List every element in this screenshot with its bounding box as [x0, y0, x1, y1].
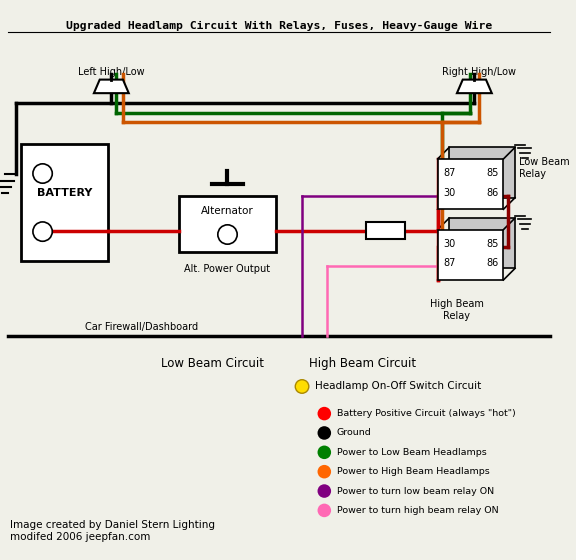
- Text: Car Firewall/Dashboard: Car Firewall/Dashboard: [85, 322, 198, 332]
- Text: Right High/Low: Right High/Low: [442, 67, 516, 77]
- Text: Alt. Power Output: Alt. Power Output: [184, 264, 271, 274]
- Text: 85: 85: [486, 239, 498, 249]
- Text: 86: 86: [486, 188, 498, 198]
- Text: Battery Positive Circuit (always "hot"): Battery Positive Circuit (always "hot"): [337, 409, 516, 418]
- Text: Image created by Daniel Stern Lighting
modifed 2006 jeepfan.com: Image created by Daniel Stern Lighting m…: [10, 520, 215, 542]
- Text: High Beam
Relay: High Beam Relay: [430, 300, 484, 321]
- FancyBboxPatch shape: [438, 159, 503, 209]
- Circle shape: [33, 164, 52, 183]
- FancyBboxPatch shape: [21, 144, 108, 260]
- Text: Power to turn low beam relay ON: Power to turn low beam relay ON: [337, 487, 494, 496]
- Text: 87: 87: [444, 259, 456, 268]
- FancyBboxPatch shape: [449, 147, 515, 198]
- Text: High Beam Circuit: High Beam Circuit: [309, 357, 416, 370]
- Text: Headlamp On-Off Switch Circuit: Headlamp On-Off Switch Circuit: [314, 381, 481, 391]
- Text: 87: 87: [444, 169, 456, 179]
- Text: −: −: [37, 166, 48, 180]
- Text: 30: 30: [444, 239, 456, 249]
- Text: Power to High Beam Headlamps: Power to High Beam Headlamps: [337, 467, 490, 476]
- Text: FUSE: FUSE: [374, 226, 397, 235]
- Text: 85: 85: [486, 169, 498, 179]
- Text: Upgraded Headlamp Circuit With Relays, Fuses, Heavy-Gauge Wire: Upgraded Headlamp Circuit With Relays, F…: [66, 21, 492, 31]
- FancyBboxPatch shape: [366, 222, 405, 239]
- Polygon shape: [94, 80, 129, 93]
- Circle shape: [317, 446, 331, 459]
- Text: Ground: Ground: [337, 428, 372, 437]
- Circle shape: [317, 465, 331, 478]
- Text: Power to Low Beam Headlamps: Power to Low Beam Headlamps: [337, 448, 487, 457]
- Text: Low Beam
Relay: Low Beam Relay: [519, 157, 570, 179]
- Circle shape: [33, 222, 52, 241]
- Circle shape: [295, 380, 309, 393]
- Circle shape: [317, 503, 331, 517]
- Polygon shape: [457, 80, 492, 93]
- Text: Power to turn high beam relay ON: Power to turn high beam relay ON: [337, 506, 498, 515]
- FancyBboxPatch shape: [438, 230, 503, 280]
- Text: Alternator: Alternator: [201, 206, 254, 216]
- Text: +: +: [37, 225, 48, 238]
- Text: +: +: [222, 228, 233, 241]
- Text: BATTERY: BATTERY: [37, 188, 93, 198]
- Circle shape: [317, 484, 331, 498]
- Text: Low Beam Circuit: Low Beam Circuit: [161, 357, 264, 370]
- Circle shape: [317, 407, 331, 421]
- Text: 30: 30: [444, 188, 456, 198]
- FancyBboxPatch shape: [449, 218, 515, 268]
- Text: 86: 86: [486, 259, 498, 268]
- FancyBboxPatch shape: [179, 196, 276, 252]
- Text: Left High/Low: Left High/Low: [78, 67, 145, 77]
- Circle shape: [218, 225, 237, 244]
- Circle shape: [317, 426, 331, 440]
